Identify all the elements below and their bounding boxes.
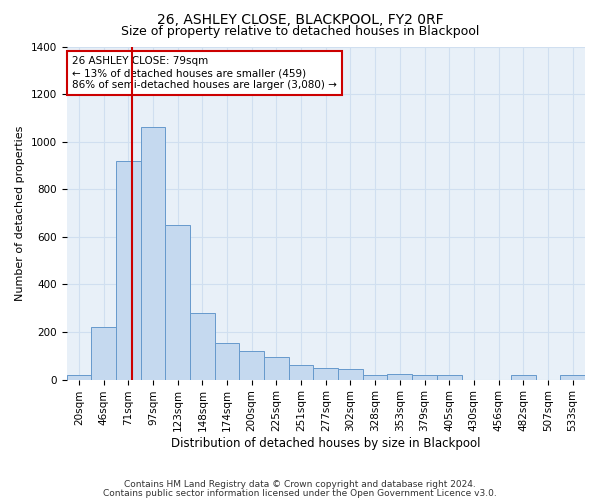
Text: Size of property relative to detached houses in Blackpool: Size of property relative to detached ho… — [121, 25, 479, 38]
Text: 26 ASHLEY CLOSE: 79sqm
← 13% of detached houses are smaller (459)
86% of semi-de: 26 ASHLEY CLOSE: 79sqm ← 13% of detached… — [72, 56, 337, 90]
Bar — [165, 225, 190, 380]
Bar — [511, 376, 536, 380]
Bar — [313, 368, 338, 380]
Bar — [388, 374, 412, 380]
Y-axis label: Number of detached properties: Number of detached properties — [15, 126, 25, 300]
Bar — [363, 375, 388, 380]
Bar — [264, 357, 289, 380]
Text: Contains public sector information licensed under the Open Government Licence v3: Contains public sector information licen… — [103, 488, 497, 498]
Bar — [560, 376, 585, 380]
Bar — [91, 328, 116, 380]
Bar — [239, 351, 264, 380]
Bar — [215, 342, 239, 380]
Bar — [140, 128, 165, 380]
Bar — [190, 313, 215, 380]
Bar — [338, 369, 363, 380]
Bar — [116, 160, 140, 380]
Bar — [412, 375, 437, 380]
X-axis label: Distribution of detached houses by size in Blackpool: Distribution of detached houses by size … — [171, 437, 481, 450]
Bar — [289, 366, 313, 380]
Bar — [67, 376, 91, 380]
Text: 26, ASHLEY CLOSE, BLACKPOOL, FY2 0RF: 26, ASHLEY CLOSE, BLACKPOOL, FY2 0RF — [157, 12, 443, 26]
Bar — [437, 376, 461, 380]
Text: Contains HM Land Registry data © Crown copyright and database right 2024.: Contains HM Land Registry data © Crown c… — [124, 480, 476, 489]
